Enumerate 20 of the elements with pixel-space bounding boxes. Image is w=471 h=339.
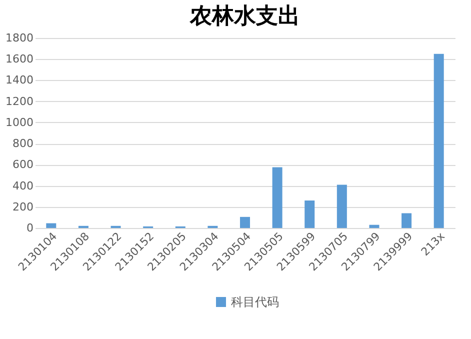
y-tick-label: 200: [12, 200, 34, 214]
y-tick-label: 1200: [6, 94, 34, 108]
bar: [240, 216, 250, 228]
bar: [272, 167, 282, 228]
y-tick-label: 800: [12, 137, 34, 150]
y-tick-label: 1800: [6, 32, 34, 44]
chart-title: 农林水支出: [189, 3, 300, 28]
y-tick-label: 400: [12, 179, 34, 192]
y-tick-label: 600: [12, 158, 34, 172]
bar: [46, 223, 56, 228]
bar: [304, 200, 315, 228]
y-tick-label: 0: [26, 222, 34, 234]
legend-label: 科目代码: [231, 295, 279, 309]
bar: [369, 224, 380, 228]
bar: [434, 54, 444, 228]
y-tick-label: 1600: [6, 52, 34, 66]
bar: [336, 184, 347, 228]
y-tick-label: 1000: [6, 116, 34, 129]
bar: [402, 213, 412, 228]
y-tick-label: 1400: [6, 74, 34, 87]
